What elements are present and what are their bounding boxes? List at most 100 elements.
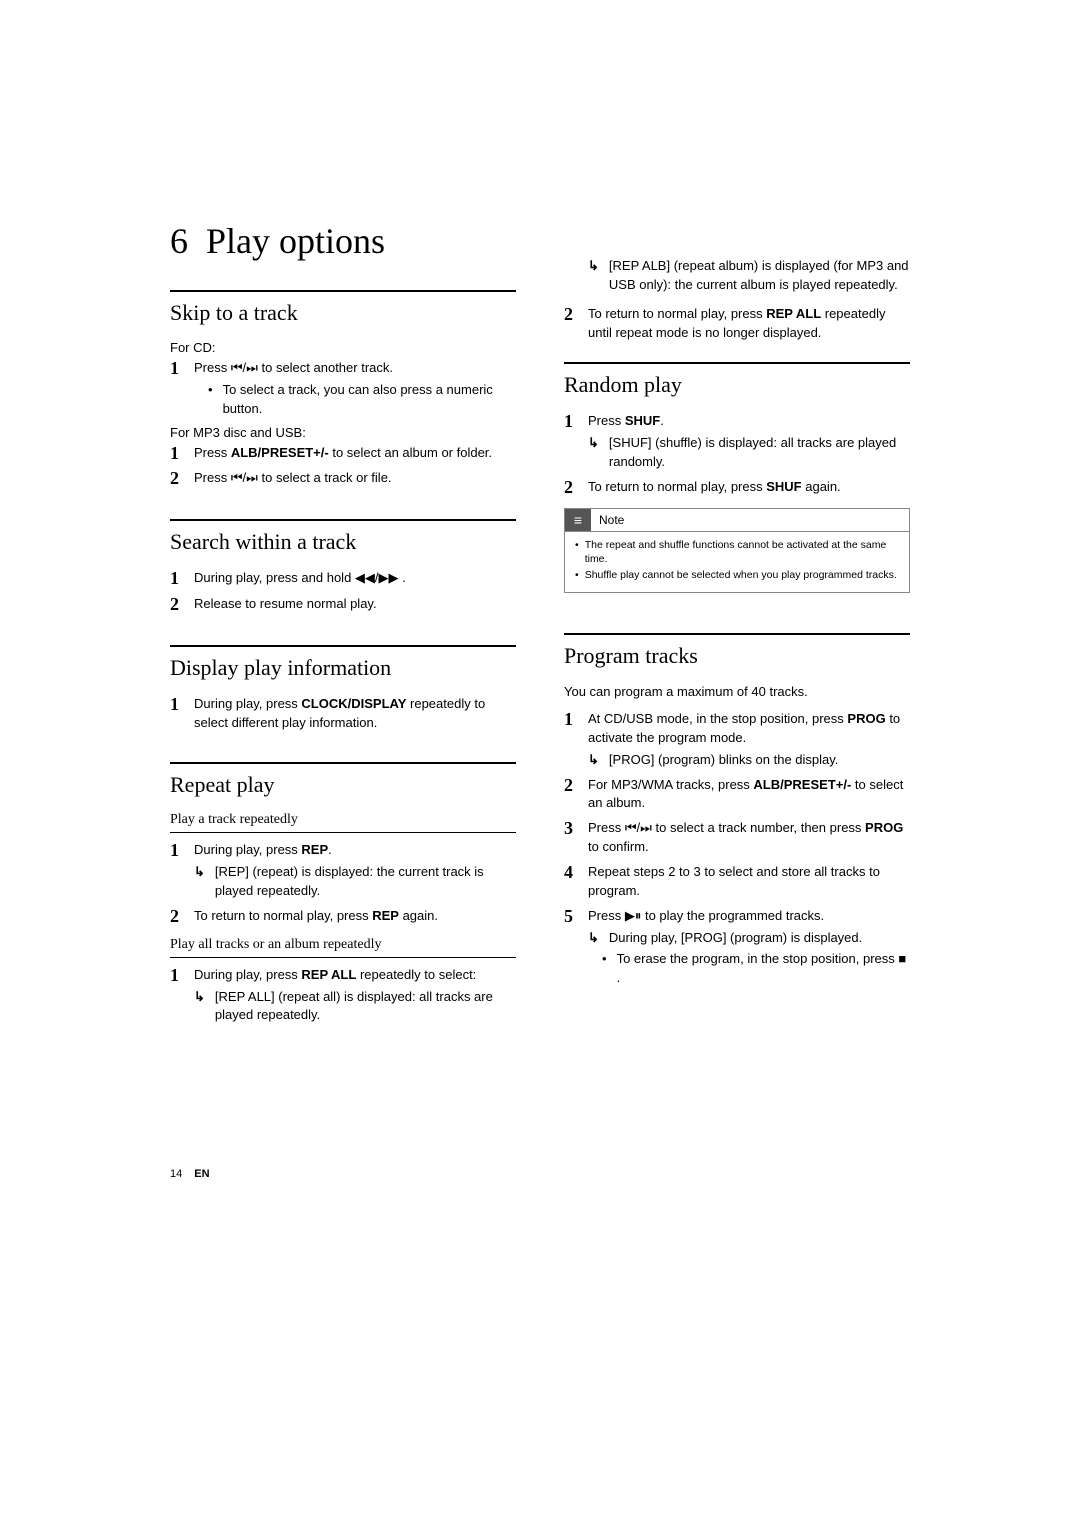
left-column: 6 Play options Skip to a track For CD: 1… xyxy=(170,220,516,1031)
step-body: Press ⏮/⏭ to select another track. • To … xyxy=(194,359,516,419)
button-label: REP ALL xyxy=(301,967,356,982)
intro-text: You can program a maximum of 40 tracks. xyxy=(564,683,910,702)
section-title-program: Program tracks xyxy=(564,643,910,669)
sub-bullet: • To select a track, you can also press … xyxy=(208,381,516,419)
step-body: During play, press REP ALL repeatedly to… xyxy=(194,966,516,1026)
note-header: ≡ Note xyxy=(565,509,909,532)
step-number: 2 xyxy=(564,776,578,796)
note-label: Note xyxy=(599,513,624,527)
arrow-icon: ↳ xyxy=(588,434,599,472)
step: 2 Press ⏮/⏭ to select a track or file. xyxy=(170,469,516,489)
step-number: 1 xyxy=(170,841,184,861)
rewind-forward-icon: ◀◀/▶▶ xyxy=(355,570,399,585)
text: To return to normal play, press xyxy=(194,908,372,923)
subsection-repeat-track: Play a track repeatedly xyxy=(170,812,516,833)
step-number: 1 xyxy=(564,710,578,730)
text: . xyxy=(617,970,621,985)
result-arrow: ↳ [SHUF] (shuffle) is displayed: all tra… xyxy=(588,434,910,472)
step: 2 To return to normal play, press REP ag… xyxy=(170,907,516,927)
text: During play, press xyxy=(194,967,301,982)
step: 2 Release to resume normal play. xyxy=(170,595,516,615)
step-number: 2 xyxy=(170,595,184,615)
text: . xyxy=(328,842,332,857)
play-pause-icon: ▶⏸ xyxy=(625,908,642,923)
section-title-repeat: Repeat play xyxy=(170,772,516,798)
page-footer: 14 EN xyxy=(170,1168,210,1180)
section-title-search: Search within a track xyxy=(170,529,516,555)
step: 1 At CD/USB mode, in the stop position, … xyxy=(564,710,910,770)
step-number: 2 xyxy=(170,469,184,489)
step-number: 1 xyxy=(564,412,578,432)
step-body: Press ⏮/⏭ to select a track or file. xyxy=(194,469,516,488)
text: to select another track. xyxy=(261,360,393,375)
text: For MP3/WMA tracks, press xyxy=(588,777,753,792)
step-body: During play, press and hold ◀◀/▶▶ . xyxy=(194,569,516,588)
step-number: 2 xyxy=(170,907,184,927)
result-text: During play, [PROG] (program) is display… xyxy=(609,929,862,948)
prev-next-icon: ⏮/⏭ xyxy=(231,360,258,375)
step: 5 Press ▶⏸ to play the programmed tracks… xyxy=(564,907,910,988)
note-item: • Shuffle play cannot be selected when y… xyxy=(575,568,899,582)
chapter-title: 6 Play options xyxy=(170,220,516,262)
text: Press xyxy=(588,413,625,428)
stop-icon: ■ xyxy=(898,951,906,966)
step-body: Release to resume normal play. xyxy=(194,595,516,614)
result-text: [PROG] (program) blinks on the display. xyxy=(609,751,839,770)
step-body: Press ALB/PRESET+/- to select an album o… xyxy=(194,444,516,463)
note-text: Shuffle play cannot be selected when you… xyxy=(585,568,897,582)
step-body: Press SHUF. ↳ [SHUF] (shuffle) is displa… xyxy=(588,412,910,472)
chapter-name: Play options xyxy=(206,220,385,262)
result-arrow: ↳ [PROG] (program) blinks on the display… xyxy=(588,751,910,770)
result-arrow: ↳ [REP ALL] (repeat all) is displayed: a… xyxy=(194,988,516,1026)
section-skip: Skip to a track For CD: 1 Press ⏮/⏭ to s… xyxy=(170,290,516,495)
note-item: • The repeat and shuffle functions canno… xyxy=(575,538,899,566)
arrow-icon: ↳ xyxy=(588,751,599,770)
button-label: SHUF xyxy=(766,479,801,494)
section-title-display: Display play information xyxy=(170,655,516,681)
text: to select an album or folder. xyxy=(329,445,492,460)
subheading-cd: For CD: xyxy=(170,340,516,355)
page-number: 14 xyxy=(170,1168,182,1180)
text: During play, press xyxy=(194,842,301,857)
text: Press xyxy=(194,360,231,375)
button-label: PROG xyxy=(847,711,885,726)
step: 1 Press ALB/PRESET+/- to select an album… xyxy=(170,444,516,464)
step: 1 Press ⏮/⏭ to select another track. • T… xyxy=(170,359,516,419)
result-text: [REP ALL] (repeat all) is displayed: all… xyxy=(215,988,516,1026)
text: to select a track number, then press xyxy=(655,820,865,835)
section-title-skip: Skip to a track xyxy=(170,300,516,326)
step: 1 During play, press CLOCK/DISPLAY repea… xyxy=(170,695,516,733)
step: 1 During play, press REP ALL repeatedly … xyxy=(170,966,516,1026)
step: 1 Press SHUF. ↳ [SHUF] (shuffle) is disp… xyxy=(564,412,910,472)
repeat-continuation: ↳ [REP ALB] (repeat album) is displayed … xyxy=(564,254,910,348)
step: 1 During play, press REP. ↳ [REP] (repea… xyxy=(170,841,516,901)
step-body: ↳ [REP ALB] (repeat album) is displayed … xyxy=(588,254,910,295)
note-icon: ≡ xyxy=(565,509,591,531)
step-number: 4 xyxy=(564,863,578,883)
button-label: REP xyxy=(301,842,328,857)
text: to play the programmed tracks. xyxy=(641,908,824,923)
step-number: 1 xyxy=(170,444,184,464)
text: During play, press and hold xyxy=(194,570,355,585)
bullet-dot: • xyxy=(602,950,607,988)
button-label: REP xyxy=(372,908,399,923)
step-body: For MP3/WMA tracks, press ALB/PRESET+/- … xyxy=(588,776,910,814)
note-text: The repeat and shuffle functions cannot … xyxy=(585,538,899,566)
result-text: [REP] (repeat) is displayed: the current… xyxy=(215,863,516,901)
section-search: Search within a track 1 During play, pre… xyxy=(170,519,516,621)
step-body: During play, press CLOCK/DISPLAY repeate… xyxy=(194,695,516,733)
text: At CD/USB mode, in the stop position, pr… xyxy=(588,711,847,726)
text: Press xyxy=(588,908,625,923)
chapter-number: 6 xyxy=(170,220,188,262)
step-number: 1 xyxy=(170,569,184,589)
arrow-icon: ↳ xyxy=(588,929,599,948)
text: again. xyxy=(802,479,841,494)
text: Press xyxy=(194,445,231,460)
button-label: ALB/PRESET+/- xyxy=(231,445,329,460)
subsection-repeat-all: Play all tracks or an album repeatedly xyxy=(170,937,516,958)
section-title-random: Random play xyxy=(564,372,910,398)
right-column: ↳ [REP ALB] (repeat album) is displayed … xyxy=(564,220,910,1031)
text: to confirm. xyxy=(588,839,649,854)
arrow-icon: ↳ xyxy=(194,863,205,901)
text: To return to normal play, press xyxy=(588,306,766,321)
